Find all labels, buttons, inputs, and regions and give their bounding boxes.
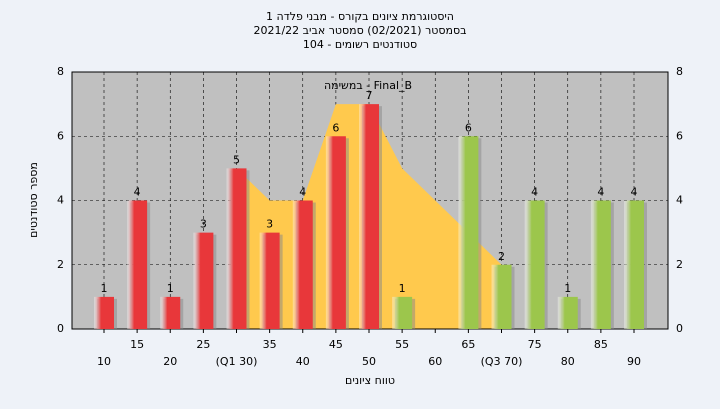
bar bbox=[259, 232, 280, 329]
y-tick-label: 6 bbox=[57, 129, 64, 142]
bar bbox=[392, 296, 413, 329]
x-axis-label: טווח ציונים bbox=[345, 374, 395, 387]
value-label: 6 bbox=[465, 121, 472, 134]
x-tick-label: 20 bbox=[163, 355, 177, 368]
x-tick-label: 45 bbox=[329, 338, 343, 351]
y2-tick-label: 6 bbox=[676, 129, 683, 142]
value-label: 1 bbox=[101, 282, 108, 295]
x-tick-label: (Q3 70) bbox=[481, 355, 523, 368]
bar bbox=[524, 200, 545, 329]
x-tick-label: (Q1 30) bbox=[216, 355, 258, 368]
bar bbox=[226, 168, 247, 329]
y2-tick-label: 4 bbox=[676, 194, 683, 207]
value-label: 4 bbox=[631, 186, 638, 199]
x-tick-label: 35 bbox=[263, 338, 277, 351]
x-tick-label: 10 bbox=[97, 355, 111, 368]
y2-tick-label: 8 bbox=[676, 65, 683, 78]
annotation: במשימה - Final_B bbox=[324, 79, 412, 92]
bar bbox=[160, 296, 181, 329]
y-tick-label: 0 bbox=[57, 322, 64, 335]
value-label: 2 bbox=[498, 250, 505, 263]
y-axis-label: מספר סטודנטים bbox=[27, 162, 40, 238]
value-label: 1 bbox=[399, 282, 406, 295]
y-tick-label: 2 bbox=[57, 258, 64, 271]
value-label: 4 bbox=[597, 186, 604, 199]
value-label: 1 bbox=[564, 282, 571, 295]
value-label: 5 bbox=[233, 153, 240, 166]
y2-tick-label: 2 bbox=[676, 258, 683, 271]
value-label: 4 bbox=[134, 186, 141, 199]
x-tick-label: 60 bbox=[428, 355, 442, 368]
bar bbox=[458, 136, 479, 329]
bar bbox=[491, 264, 512, 329]
x-tick-label: 50 bbox=[362, 355, 376, 368]
value-label: 3 bbox=[200, 218, 207, 231]
bar bbox=[590, 200, 611, 329]
y-tick-label: 8 bbox=[57, 65, 64, 78]
value-label: 4 bbox=[531, 186, 538, 199]
y2-tick-label: 0 bbox=[676, 322, 683, 335]
x-tick-label: 80 bbox=[561, 355, 575, 368]
value-label: 1 bbox=[167, 282, 174, 295]
chart-title: היסטוגרמת ציונים בקורס - מבני פלדה 1 bbox=[266, 10, 454, 23]
x-tick-label: 85 bbox=[594, 338, 608, 351]
value-label: 3 bbox=[266, 218, 273, 231]
x-tick-label: 55 bbox=[395, 338, 409, 351]
bar bbox=[557, 296, 578, 329]
bar bbox=[624, 200, 644, 329]
x-tick-label: 15 bbox=[130, 338, 144, 351]
chart-subtitle: סטודנטים רשומים - 104 bbox=[303, 38, 417, 51]
x-tick-label: 90 bbox=[627, 355, 641, 368]
value-label: 7 bbox=[366, 89, 373, 102]
x-tick-label: 40 bbox=[296, 355, 310, 368]
bar bbox=[359, 104, 379, 329]
value-label: 6 bbox=[332, 121, 339, 134]
bar bbox=[193, 232, 214, 329]
y-tick-label: 4 bbox=[57, 194, 64, 207]
x-tick-label: 75 bbox=[528, 338, 542, 351]
x-tick-label: 65 bbox=[461, 338, 475, 351]
value-label: 4 bbox=[299, 186, 306, 199]
bar bbox=[94, 296, 114, 329]
bar bbox=[325, 136, 346, 329]
chart-subtitle: בסמסטר (02/2021) סמסטר אביב 2021/22 bbox=[253, 24, 466, 37]
bar bbox=[292, 200, 313, 329]
x-tick-label: 25 bbox=[196, 338, 210, 351]
bar bbox=[127, 200, 148, 329]
